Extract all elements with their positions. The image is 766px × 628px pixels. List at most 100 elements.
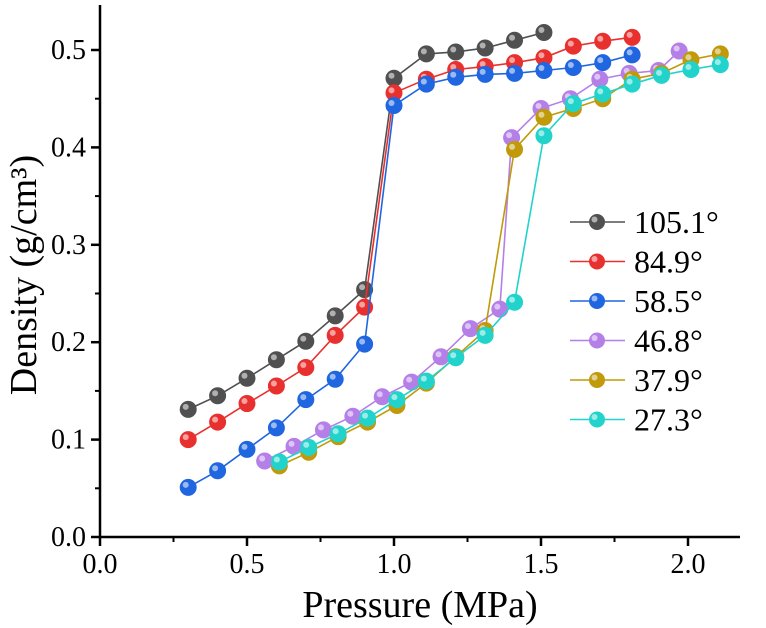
data-point-highlight (535, 102, 542, 109)
data-point (417, 372, 435, 390)
data-point (314, 421, 332, 439)
legend-label: 46.8° (634, 323, 703, 359)
data-point (238, 395, 256, 413)
legend-marker-highlight (591, 374, 598, 381)
data-point-highlight (300, 394, 307, 401)
data-point-highlight (273, 456, 280, 463)
data-point (297, 332, 315, 350)
data-point-highlight (538, 26, 545, 33)
x-axis-ticks: 0.0 0.5 1.0 1.5 2.0 (83, 537, 706, 580)
data-point-highlight (450, 71, 457, 78)
data-point (297, 359, 315, 377)
data-point-highlight (182, 481, 189, 488)
data-point-highlight (450, 63, 457, 70)
data-point-highlight (359, 301, 366, 308)
data-point (623, 46, 641, 64)
series-line (278, 63, 721, 463)
data-point-highlight (506, 132, 513, 139)
data-point-highlight (182, 403, 189, 410)
data-point-highlight (597, 35, 604, 42)
y-axis-title: Density (g/cm³) (3, 155, 45, 395)
data-point-highlight (241, 443, 248, 450)
legend-marker-highlight (591, 295, 598, 302)
data-point-highlight (388, 87, 395, 94)
x-tick-label: 0.5 (230, 549, 265, 580)
legend-marker-highlight (591, 256, 598, 262)
data-point (476, 326, 494, 344)
data-point-highlight (538, 111, 545, 118)
legend-marker (589, 293, 605, 309)
data-point-highlight (212, 465, 219, 472)
y-tick-label: 0.5 (51, 35, 86, 66)
data-point (385, 97, 403, 115)
data-point (447, 43, 465, 61)
data-point-highlight (329, 329, 336, 336)
data-point-highlight (388, 72, 395, 79)
data-point (447, 68, 465, 86)
data-point (535, 127, 553, 145)
data-point-highlight (450, 46, 457, 53)
data-point (476, 65, 494, 83)
legend-marker (589, 253, 605, 270)
data-point-highlight (303, 441, 310, 448)
data-point (385, 69, 403, 87)
data-point (506, 31, 524, 49)
data-point-highlight (270, 354, 277, 361)
data-point-highlight (509, 296, 516, 303)
data-point (447, 349, 465, 367)
data-point-highlight (300, 362, 307, 369)
data-point (373, 388, 391, 406)
data-point (359, 409, 377, 427)
data-point-highlight (317, 424, 324, 431)
data-point-highlight (567, 62, 574, 69)
series-3 (256, 42, 688, 470)
legend-marker (589, 332, 605, 349)
data-point-highlight (464, 323, 471, 330)
data-point (535, 61, 553, 79)
data-point (209, 387, 227, 405)
data-point (594, 54, 612, 72)
x-tick-label: 1.5 (524, 549, 559, 580)
legend-item: 37.9° (570, 362, 703, 398)
series-layer (179, 23, 729, 496)
data-point (506, 293, 524, 311)
data-point (270, 453, 288, 471)
data-point-highlight (362, 412, 369, 419)
legend-marker (589, 411, 605, 428)
legend-item: 84.9° (570, 244, 703, 280)
data-point-highlight (391, 394, 398, 401)
data-point-highlight (626, 31, 633, 38)
data-point (267, 419, 285, 437)
data-point (506, 140, 524, 158)
data-point (623, 28, 641, 46)
data-point (238, 440, 256, 458)
data-point-highlight (435, 351, 442, 358)
series-5 (270, 56, 729, 471)
data-point (356, 335, 374, 353)
data-point-highlight (479, 61, 486, 68)
data-point (256, 452, 274, 470)
legend-item: 27.3° (570, 402, 703, 438)
data-point (591, 70, 609, 88)
data-point (535, 23, 553, 41)
data-point (326, 326, 344, 344)
series-line (264, 50, 680, 462)
x-tick-label: 1.0 (377, 549, 412, 580)
data-point-highlight (509, 67, 516, 74)
data-point (461, 320, 479, 338)
data-point (535, 108, 553, 126)
legend-marker-highlight (591, 414, 598, 420)
data-point (491, 300, 509, 318)
legend-marker (589, 214, 605, 230)
data-point (388, 391, 406, 409)
y-axis-ticks: 0.0 0.1 0.2 0.3 0.4 0.5 (51, 35, 100, 553)
data-point-highlight (332, 428, 339, 435)
legend-label: 105.1° (634, 204, 719, 240)
data-point (432, 348, 450, 366)
x-tick-label: 2.0 (671, 549, 706, 580)
data-point (594, 32, 612, 50)
series-line (187, 54, 633, 488)
data-point-highlight (212, 390, 219, 397)
data-point-highlight (479, 329, 486, 336)
legend-item: 58.5° (570, 283, 703, 319)
